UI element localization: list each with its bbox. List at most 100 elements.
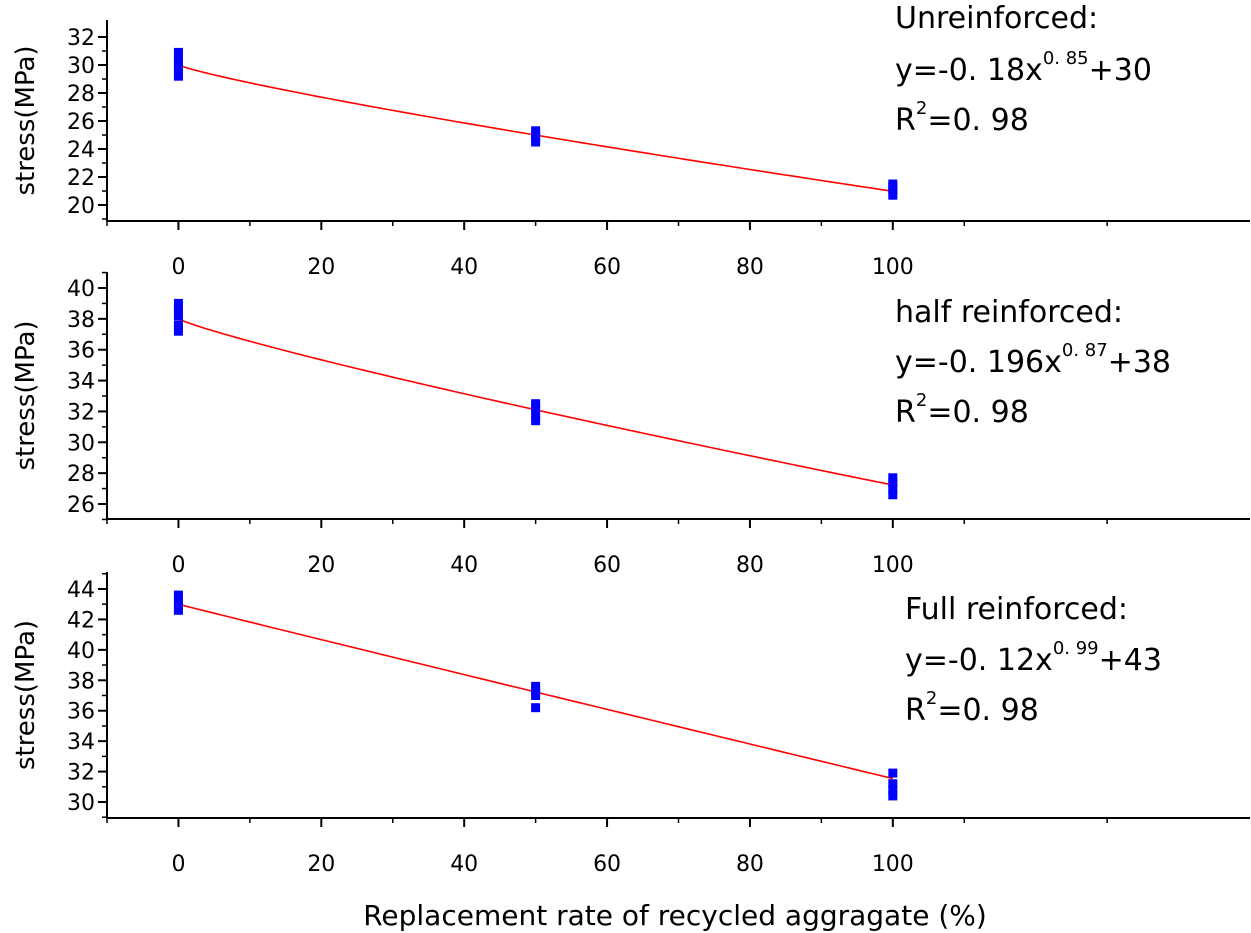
equation-tail: +30 [1089,53,1152,88]
data-point [173,311,183,321]
data-point [531,416,541,426]
annotation-title: Unreinforced: [895,1,1098,36]
y-tick-label: 26 [67,493,95,518]
y-tick-label: 32 [67,26,95,51]
x-tick-label: 0 [171,553,185,578]
equation-tail: +43 [1099,643,1162,678]
r2-base: R [895,103,916,138]
y-tick-label: 30 [67,431,95,456]
x-tick-label: 60 [593,852,621,877]
y-tick-label: 32 [67,400,95,425]
y-tick-label: 38 [67,308,95,333]
r2-base: R [905,693,926,728]
data-point [531,703,541,713]
data-point [173,298,183,308]
x-tick-label: 80 [736,852,764,877]
x-tick-label: 40 [450,553,478,578]
r2-exponent: 2 [926,688,937,709]
x-tick-label: 20 [307,255,335,280]
y-tick-label: 40 [67,277,95,302]
y-tick-label: 44 [67,578,95,603]
x-axis-label: Replacement rate of recycled aggragate (… [363,899,987,932]
x-tick-label: 80 [736,553,764,578]
data-point [173,595,183,605]
y-tick-label: 30 [67,54,95,79]
data-point [173,605,183,615]
x-tick-label: 80 [736,255,764,280]
data-point [173,599,183,609]
data-point [888,484,898,494]
x-tick-label: 0 [171,255,185,280]
data-point [173,305,183,315]
x-tick-label: 0 [171,852,185,877]
data-point [888,477,898,487]
equation-main: y=-0. 18x [895,53,1043,88]
data-point [888,179,898,189]
y-tick-label: 22 [67,166,95,191]
panel-half-reinforced: half reinforced: y=-0. 196x0. 87+38 R2=0… [11,271,1250,578]
data-point [173,66,183,76]
y-tick-label: 20 [67,194,95,219]
x-tick-label: 40 [450,852,478,877]
equation-main: y=-0. 196x [895,345,1062,380]
y-axis-label: stress(MPa) [11,620,41,770]
x-tick-label: 60 [593,255,621,280]
data-point [173,320,183,330]
data-point [888,490,898,500]
r2-tail: =0. 98 [927,103,1028,138]
data-point [531,686,541,696]
y-tick-label: 30 [67,791,95,816]
y-tick-label: 40 [67,639,95,664]
data-point [531,410,541,420]
y-tick-label: 34 [67,370,95,395]
y-tick-label: 28 [67,82,95,107]
x-tick-label: 100 [872,255,914,280]
annotation-equation: y=-0. 12x0. 99+43 [905,638,1162,678]
data-point [531,691,541,700]
data-point [531,403,541,413]
x-tick-label: 100 [872,852,914,877]
equation-exponent: 0. 87 [1062,340,1108,361]
data-point [531,681,541,691]
r2-exponent: 2 [916,390,927,411]
annotation-r2: R2=0. 98 [905,688,1039,728]
data-point [531,126,541,136]
x-tick-label: 100 [872,553,914,578]
panel-unreinforced: Unreinforced: y=-0. 18x0. 85+30 R2=0. 98… [11,1,1250,280]
data-point [888,791,898,801]
annotation-r2: R2=0. 98 [895,98,1029,138]
y-tick-label: 42 [67,608,95,633]
y-tick-label: 38 [67,669,95,694]
equation-exponent: 0. 85 [1043,48,1089,69]
annotation-r2: R2=0. 98 [895,390,1029,430]
annotation-equation: y=-0. 196x0. 87+38 [895,340,1171,380]
data-point [173,47,183,57]
y-tick-label: 24 [67,138,95,163]
data-point [888,768,898,778]
data-point [173,590,183,600]
data-point [173,326,183,336]
x-tick-label: 20 [307,553,335,578]
data-point [531,399,541,409]
x-tick-label: 40 [450,255,478,280]
y-tick-label: 32 [67,761,95,786]
annotation-title: half reinforced: [895,295,1123,330]
annotation-equation: y=-0. 18x0. 85+30 [895,48,1152,88]
panel-full-reinforced: Full reinforced: y=-0. 12x0. 99+43 R2=0.… [11,572,1250,877]
r2-base: R [895,395,916,430]
y-tick-label: 26 [67,110,95,135]
annotation-title: Full reinforced: [905,592,1128,627]
data-point [173,54,183,64]
equation-tail: +38 [1108,345,1171,380]
y-tick-label: 36 [67,700,95,725]
r2-tail: =0. 98 [927,395,1028,430]
y-axis-label: stress(MPa) [11,45,41,195]
y-tick-label: 36 [67,339,95,364]
data-point [173,60,183,70]
r2-exponent: 2 [916,98,927,119]
data-point [888,779,898,789]
y-tick-label: 28 [67,462,95,487]
x-tick-label: 20 [307,852,335,877]
r2-tail: =0. 98 [937,693,1038,728]
